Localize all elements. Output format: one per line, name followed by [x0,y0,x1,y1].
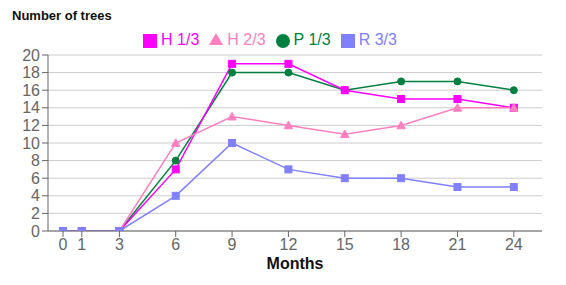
svg-text:24: 24 [505,236,523,253]
svg-text:0: 0 [59,236,68,253]
html-text:Number of trees: Number of trees [12,8,112,23]
svg-text:15: 15 [336,236,354,253]
svg-text:20: 20 [22,47,40,64]
svg-text:2: 2 [31,205,40,222]
svg-text:8: 8 [31,152,40,169]
svg-text:6: 6 [31,170,40,187]
svg-text:12: 12 [22,117,40,134]
svg-text:21: 21 [449,236,467,253]
svg-text:16: 16 [22,82,40,99]
svg-text:4: 4 [31,187,40,204]
svg-text:3: 3 [115,236,124,253]
svg-text:Months: Months [267,255,324,271]
svg-text:18: 18 [22,64,40,81]
svg-text:18: 18 [392,236,410,253]
svg-text:14: 14 [22,99,40,116]
svg-text:6: 6 [171,236,180,253]
html-text:R 3/3: R 3/3 [358,31,397,48]
html-text:H 1/3: H 1/3 [161,31,200,48]
svg-text:12: 12 [280,236,298,253]
html-text:H 2/3: H 2/3 [227,31,266,48]
svg-text:0: 0 [31,223,40,240]
html-text:P 1/3: P 1/3 [293,31,331,48]
svg-text:9: 9 [228,236,237,253]
svg-text:1: 1 [77,236,86,253]
svg-text:10: 10 [22,135,40,152]
